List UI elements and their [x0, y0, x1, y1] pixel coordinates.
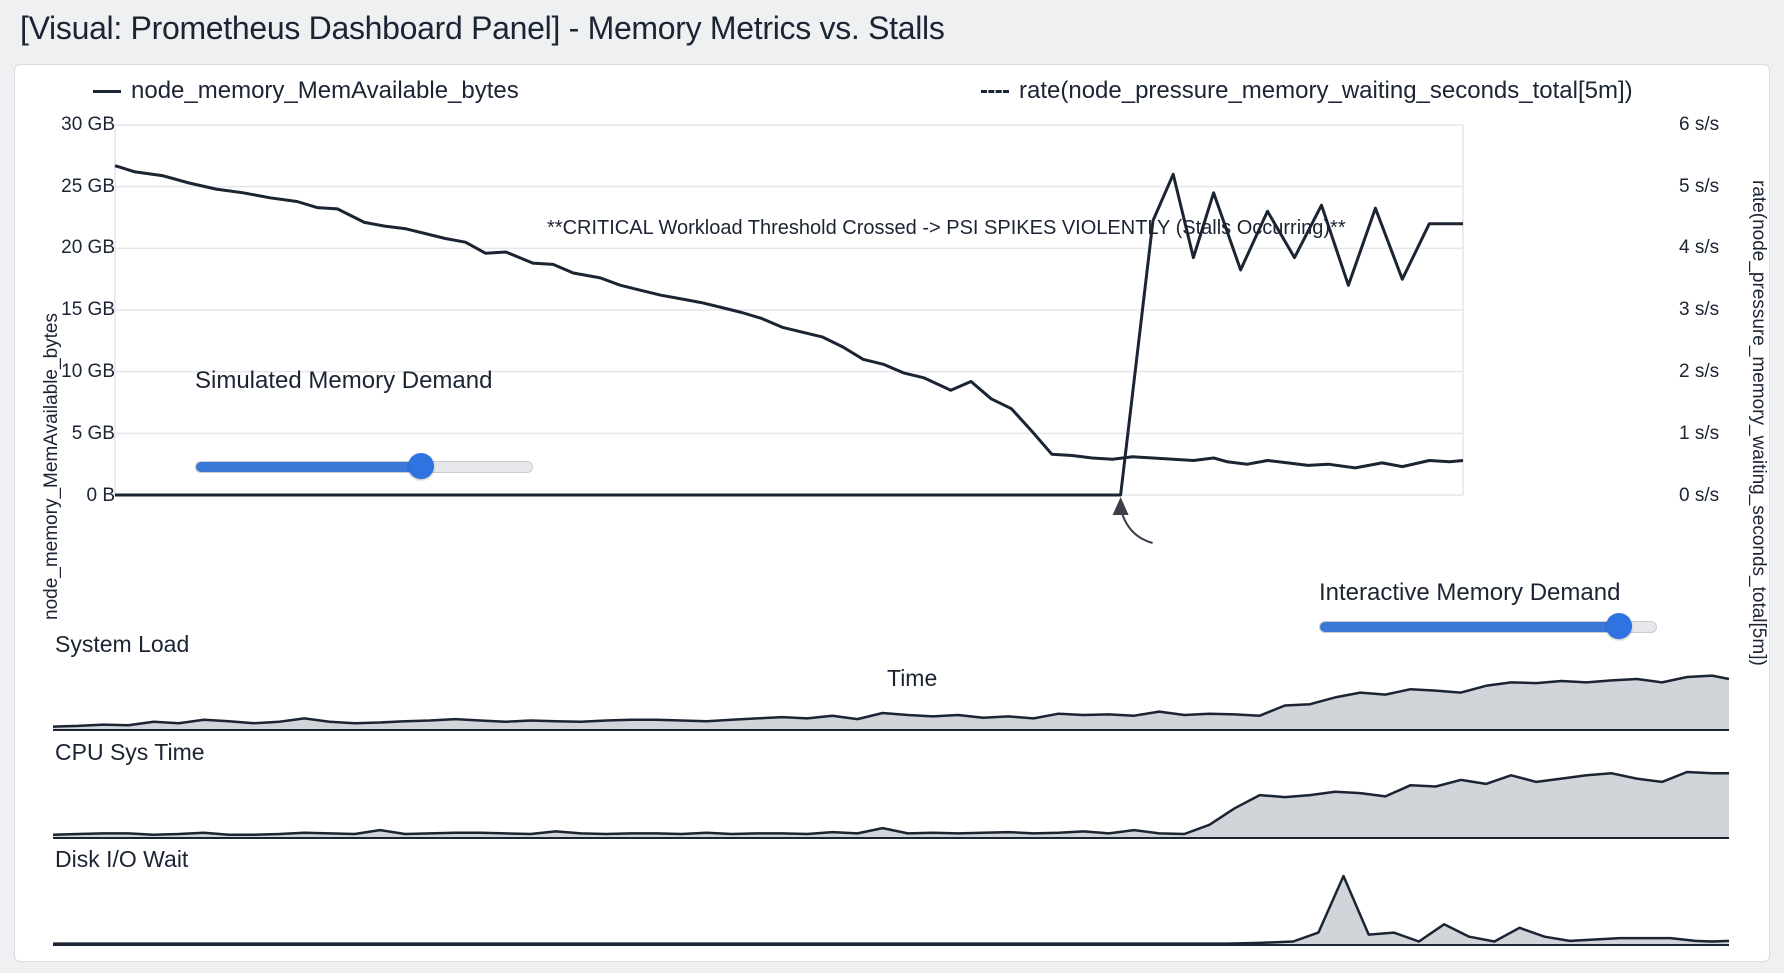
- legend-item-psi-rate[interactable]: rate(node_pressure_memory_waiting_second…: [981, 77, 1633, 105]
- y-right-tick: 3 s/s: [1679, 299, 1720, 320]
- legend-swatch-solid: [93, 90, 121, 94]
- y-right-tick: 4 s/s: [1679, 237, 1720, 258]
- mini-chart-area: [53, 772, 1729, 838]
- simulated-memory-slider[interactable]: [195, 453, 533, 479]
- mini-chart-title-cpu-sys: CPU Sys Time: [55, 739, 205, 765]
- y-right-tick: 5 s/s: [1679, 176, 1720, 197]
- legend-label: node_memory_MemAvailable_bytes: [131, 77, 519, 104]
- y-left-tick: 10 GB: [61, 361, 115, 382]
- mini-chart-title-disk-io: Disk I/O Wait: [55, 846, 189, 872]
- y-left-tick: 25 GB: [61, 176, 115, 197]
- x-axis-title: Time: [887, 665, 938, 691]
- mini-chart-line: [52, 674, 1730, 728]
- threshold-marker: [1112, 497, 1153, 544]
- y-axis-left-title: node_memory_MemAvailable_bytes: [41, 313, 62, 620]
- y-left-tick: 15 GB: [61, 299, 115, 320]
- y-right-tick: 2 s/s: [1679, 361, 1720, 382]
- page-title: [Visual: Prometheus Dashboard Panel] - M…: [20, 10, 945, 46]
- legend-item-mem-available[interactable]: node_memory_MemAvailable_bytes: [93, 77, 519, 105]
- slider-fill: [1320, 622, 1620, 632]
- critical-annotation: **CRITICAL Workload Threshold Crossed ->…: [547, 217, 1346, 239]
- y-left-tick: 30 GB: [61, 114, 115, 135]
- interactive-memory-slider[interactable]: [1319, 613, 1657, 639]
- mini-chart-title-system-load: System Load: [55, 631, 190, 657]
- slider-thumb[interactable]: [1606, 613, 1633, 639]
- threshold-arrow-head: [1112, 497, 1129, 515]
- main-chart-series: [114, 164, 1464, 497]
- y-axis-right-title: rate(node_pressure_memory_waiting_second…: [1748, 180, 1769, 666]
- mini-chart-area: [53, 675, 1729, 730]
- y-left-tick: 5 GB: [71, 423, 115, 444]
- dashboard-panel: node_memory_MemAvailable_bytes rate(node…: [14, 64, 1770, 962]
- mini-charts: [52, 674, 1730, 946]
- grid-lines: [111, 124, 1464, 496]
- mini-chart-line: [52, 770, 1729, 836]
- slider-label-simulated: Simulated Memory Demand: [195, 367, 493, 394]
- mini-chart-area: [53, 876, 1729, 945]
- slider-label-interactive: Interactive Memory Demand: [1319, 579, 1621, 606]
- y-right-tick: 6 s/s: [1679, 114, 1720, 135]
- y-right-tick: 1 s/s: [1679, 423, 1720, 444]
- mini-chart-line: [53, 874, 1730, 945]
- y-left-tick: 20 GB: [61, 237, 115, 258]
- chart-canvas: [52, 124, 1730, 946]
- y-right-tick: 0 s/s: [1679, 485, 1720, 506]
- y-left-tick: 0 B: [86, 485, 115, 506]
- slider-fill: [196, 462, 422, 472]
- threshold-arrow-stem: [1121, 514, 1153, 544]
- slider-thumb[interactable]: [408, 453, 435, 479]
- series-line-psi-rate: [115, 172, 1463, 497]
- legend-swatch-dashed: [981, 90, 1009, 94]
- legend-label: rate(node_pressure_memory_waiting_second…: [1019, 77, 1633, 104]
- series-line-mem-available: [114, 164, 1464, 470]
